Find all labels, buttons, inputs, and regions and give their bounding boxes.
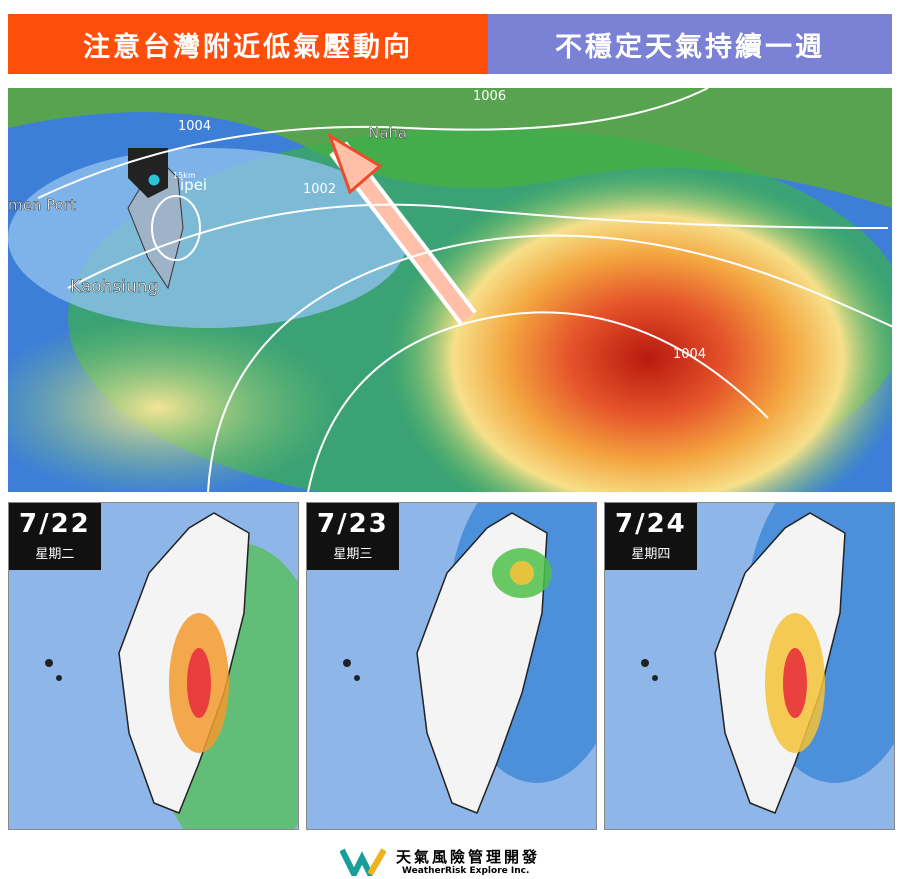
date: 7/22 xyxy=(19,509,91,539)
forecast-map xyxy=(307,503,596,829)
weekday: 星期四 xyxy=(631,547,671,562)
footer-name: 天氣風險管理開發 xyxy=(396,848,541,866)
date-tag: 7/23 星期三 xyxy=(307,503,399,570)
weekday: 星期三 xyxy=(333,547,373,562)
date-tag: 7/22 星期二 xyxy=(9,503,101,570)
place-label: men Port xyxy=(8,196,76,214)
scale-label: 15km xyxy=(173,171,196,180)
isobar-label: 1002 xyxy=(303,182,336,197)
forecast-panel: 7/24 星期四 xyxy=(604,502,895,830)
place-label: Naha xyxy=(368,124,407,142)
isobar-label: 1004 xyxy=(178,119,211,134)
isobar-label: 1004 xyxy=(673,347,706,362)
forecast-panel: 7/22 星期二 xyxy=(8,502,299,830)
place-label: ipei xyxy=(180,176,207,194)
main-map: 1004 1006 1002 1004 Naha men Port Kaohsi… xyxy=(8,88,892,492)
forecast-map xyxy=(9,503,298,829)
forecast-panel: 7/23 星期三 xyxy=(306,502,597,830)
header-right: 不穩定天氣持續一週 xyxy=(488,14,892,74)
footer-company: WeatherRisk Explore Inc. xyxy=(402,866,530,876)
date: 7/24 xyxy=(615,509,687,539)
weekday: 星期二 xyxy=(35,547,75,562)
place-label: Kaohsiung xyxy=(70,277,158,297)
header-left: 注意台灣附近低氣壓動向 xyxy=(8,14,488,74)
date: 7/23 xyxy=(317,509,389,539)
logo-icon xyxy=(340,848,386,876)
date-tag: 7/24 星期四 xyxy=(605,503,697,570)
isobar-label: 1006 xyxy=(473,89,506,104)
